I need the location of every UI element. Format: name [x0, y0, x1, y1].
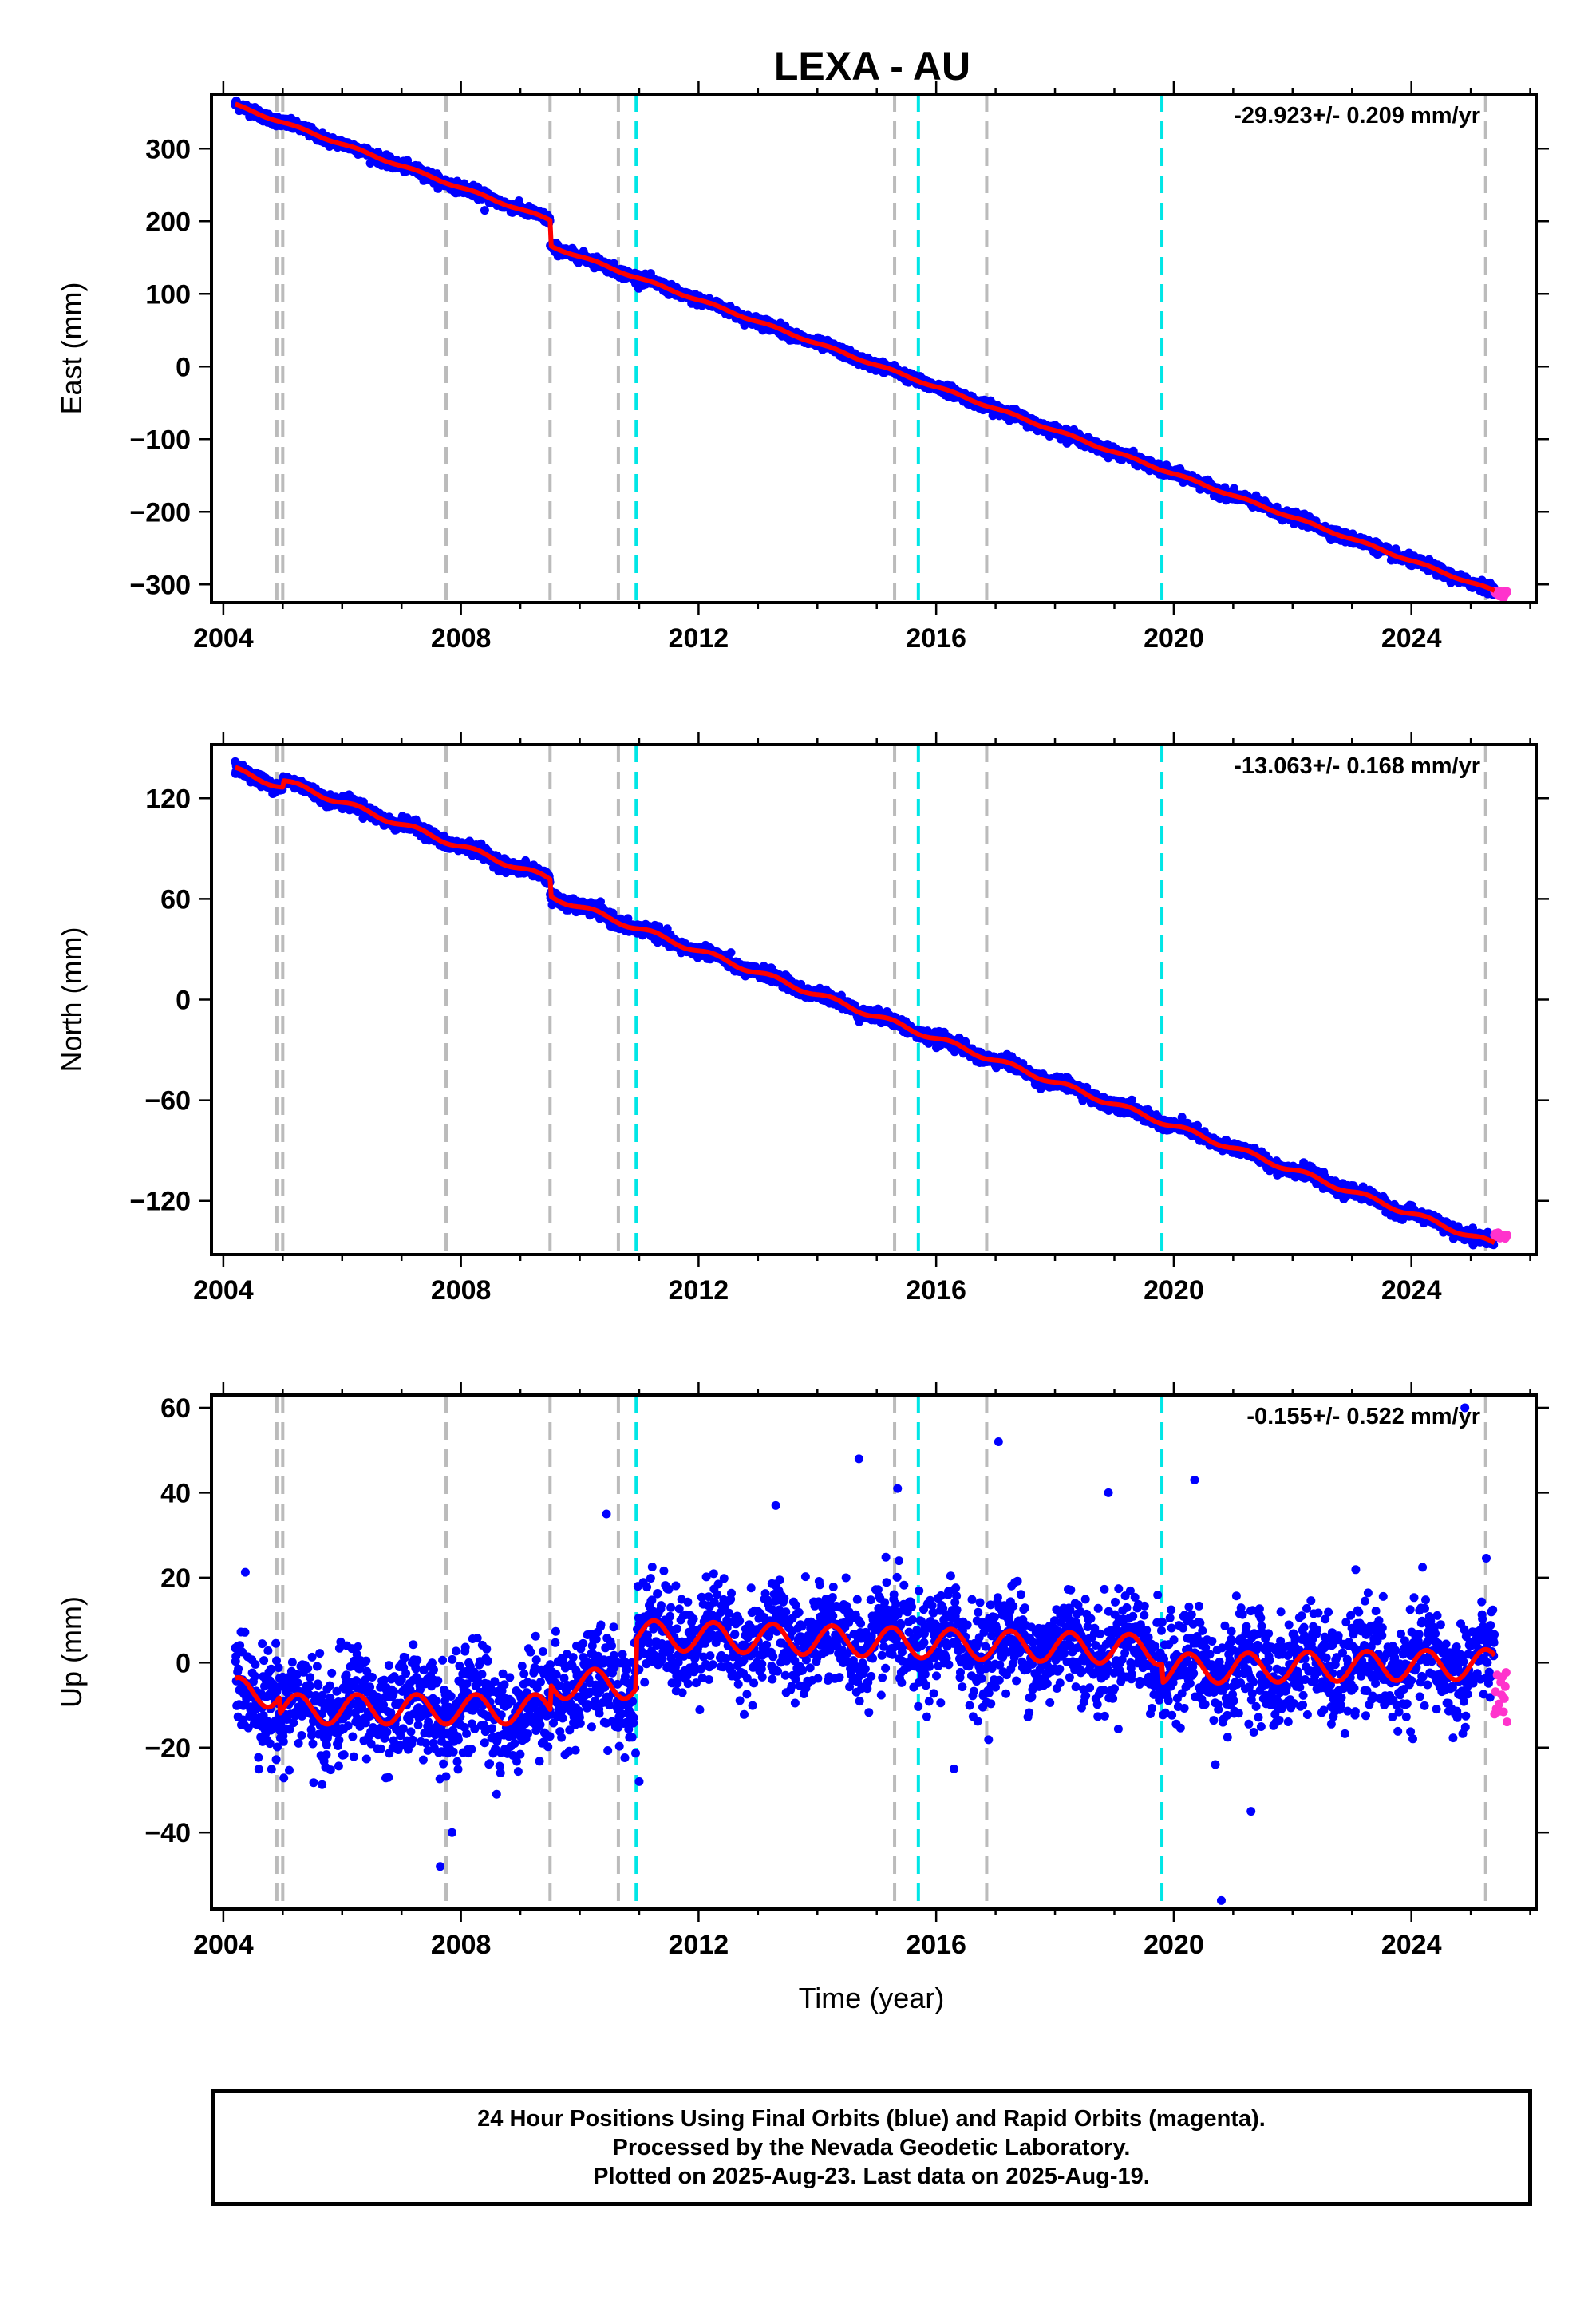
x-tick-label: 2004	[193, 623, 254, 654]
chart-title: LEXA - AU	[774, 44, 970, 89]
y-tick-label: −100	[129, 425, 191, 455]
plot-frame	[210, 93, 1538, 604]
x-tick-label: 2024	[1381, 623, 1442, 654]
data-point	[623, 914, 633, 923]
outlier-point	[480, 206, 489, 215]
y-tick-label: 0	[176, 352, 191, 382]
x-tick-label: 2008	[431, 623, 492, 654]
x-tick-label: 2020	[1144, 623, 1204, 654]
y-tick-label: −300	[129, 570, 191, 600]
model-line	[234, 101, 1496, 593]
velocity-label: -29.923+/- 0.209 mm/yr	[1234, 103, 1480, 128]
event-lines	[275, 745, 1487, 1255]
east-panel: −300 −200 −100 0 100 200 300 2004 2008 2012 2016 20…	[55, 81, 1549, 654]
x-tick-label: 2012	[669, 623, 729, 654]
rapid-orbit-points	[1490, 587, 1511, 603]
x-tick-label: 2016	[906, 623, 966, 654]
rapid-point	[1503, 587, 1511, 596]
y-axis-title: East (mm)	[55, 283, 88, 415]
y-tick-label: −200	[129, 497, 191, 528]
y-tick-label: 100	[145, 279, 191, 310]
y-tick-label: 200	[145, 207, 191, 237]
y-tick-label: 300	[145, 134, 191, 164]
data-point	[726, 948, 736, 958]
